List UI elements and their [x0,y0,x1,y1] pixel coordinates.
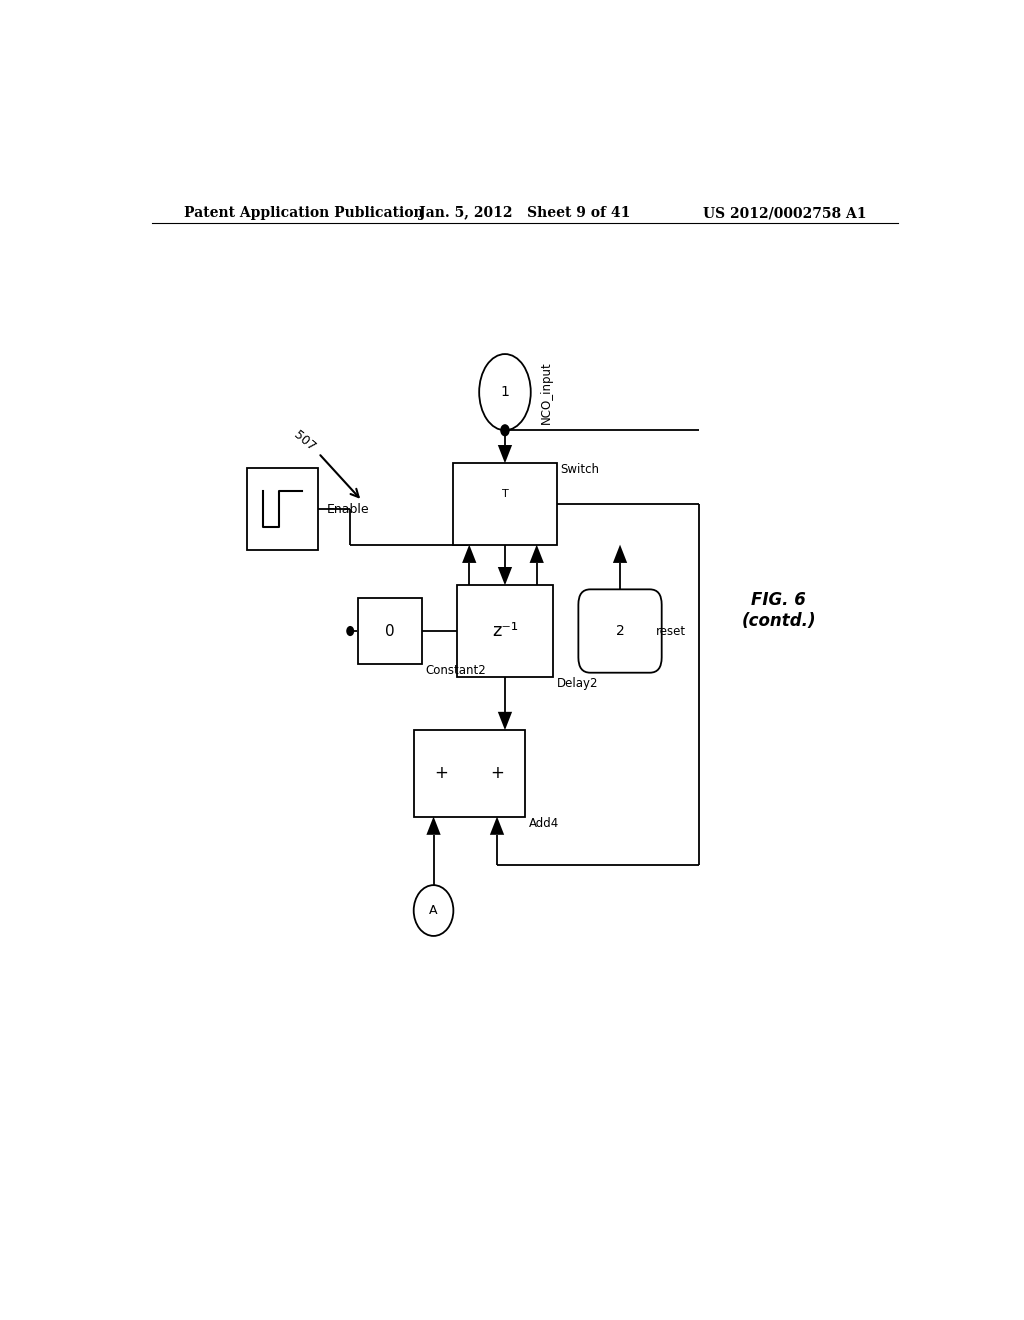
Text: 2: 2 [615,624,625,638]
Text: +: + [490,764,504,783]
Bar [358,598,422,664]
Text: Switch: Switch [560,463,599,477]
Bar [414,730,524,817]
Polygon shape [498,568,512,585]
Text: z⁻¹: z⁻¹ [492,622,518,640]
Text: Delay2: Delay2 [556,677,598,690]
Circle shape [346,626,354,636]
Text: US 2012/0002758 A1: US 2012/0002758 A1 [702,206,866,220]
Polygon shape [498,445,512,463]
Text: Add4: Add4 [528,817,559,829]
Text: A: A [429,904,438,917]
Text: +: + [434,764,449,783]
Text: 507: 507 [291,428,317,454]
Text: Constant2: Constant2 [426,664,486,677]
Polygon shape [613,545,627,562]
Polygon shape [529,545,544,562]
Circle shape [500,424,510,437]
FancyBboxPatch shape [579,589,662,673]
Text: Patent Application Publication: Patent Application Publication [183,206,423,220]
Polygon shape [426,817,440,834]
Text: 1: 1 [501,385,509,399]
Bar [247,469,318,549]
Polygon shape [498,711,512,730]
Bar [458,585,553,677]
Ellipse shape [479,354,530,430]
Text: FIG. 6
(contd.): FIG. 6 (contd.) [741,591,816,630]
Text: reset: reset [656,624,686,638]
Polygon shape [462,545,476,562]
Circle shape [414,886,454,936]
Text: 0: 0 [385,623,394,639]
Text: NCO_input: NCO_input [541,360,553,424]
Polygon shape [489,817,504,834]
Text: T: T [502,488,508,499]
Text: Jan. 5, 2012   Sheet 9 of 41: Jan. 5, 2012 Sheet 9 of 41 [419,206,631,220]
Bar [454,463,557,545]
Text: Enable: Enable [327,503,369,516]
